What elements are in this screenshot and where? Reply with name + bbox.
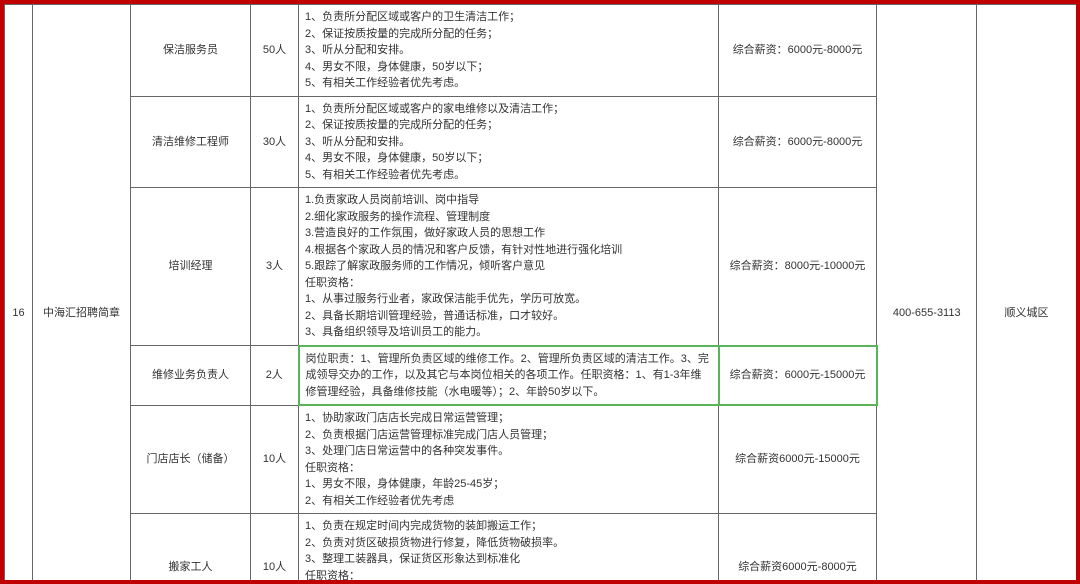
position-cell: 保洁服务员	[131, 5, 251, 97]
location-cell: 顺义城区	[977, 5, 1077, 584]
description-line: 1、从事过服务行业者，家政保洁能手优先，学历可放宽。	[305, 291, 712, 308]
description-line: 任职资格：	[305, 568, 712, 584]
description-line: 4.根据各个家政人员的情况和客户反馈，有针对性地进行强化培训	[305, 242, 712, 259]
description-line: 5.跟踪了解家政服务师的工作情况，倾听客户意见	[305, 258, 712, 275]
description-cell: 岗位职责：1、管理所负责区域的维修工作。2、管理所负责区域的清洁工作。3、完成领…	[299, 346, 719, 406]
description-line: 2、年龄50岁以下。	[509, 386, 604, 398]
description-line: 3.营造良好的工作氛围，做好家政人员的思想工作	[305, 225, 712, 242]
headcount-cell: 50人	[251, 5, 299, 97]
description-cell: 1、负责在规定时间内完成货物的装卸搬运工作；2、负责对货区破损货物进行修复，降低…	[299, 514, 719, 584]
position-cell: 清洁维修工程师	[131, 96, 251, 188]
position-cell: 搬家工人	[131, 514, 251, 584]
description-cell: 1、协助家政门店店长完成日常运营管理；2、负责根据门店运营管理标准完成门店人员管…	[299, 405, 719, 514]
description-line: 3、听从分配和安排。	[305, 134, 712, 151]
salary-cell: 综合薪资6000元-15000元	[719, 405, 877, 514]
description-line: 2、有相关工作经验者优先考虑	[305, 493, 712, 510]
description-line: 1、男女不限，身体健康，年龄25-45岁；	[305, 476, 712, 493]
salary-cell: 综合薪资：6000元-8000元	[719, 96, 877, 188]
description-line: 2、保证按质按量的完成所分配的任务；	[305, 117, 712, 134]
description-line: 2、保证按质按量的完成所分配的任务；	[305, 26, 712, 43]
salary-cell: 综合薪资：6000元-15000元	[719, 346, 877, 406]
salary-cell: 综合薪资：6000元-8000元	[719, 5, 877, 97]
position-cell: 培训经理	[131, 188, 251, 346]
headcount-cell: 3人	[251, 188, 299, 346]
description-line: 1、负责所分配区域或客户的家电维修以及清洁工作；	[305, 101, 712, 118]
salary-cell: 综合薪资：8000元-10000元	[719, 188, 877, 346]
description-line: 3、听从分配和安排。	[305, 42, 712, 59]
recruitment-table: 16中海汇招聘简章保洁服务员50人1、负责所分配区域或客户的卫生清洁工作；2、保…	[4, 4, 1077, 584]
headcount-cell: 2人	[251, 346, 299, 406]
description-line: 3、具备组织领导及培训员工的能力。	[305, 324, 712, 341]
page-outer-frame: 16中海汇招聘简章保洁服务员50人1、负责所分配区域或客户的卫生清洁工作；2、保…	[0, 0, 1080, 584]
description-line: 任职资格：	[305, 275, 712, 292]
description-cell: 1、负责所分配区域或客户的家电维修以及清洁工作；2、保证按质按量的完成所分配的任…	[299, 96, 719, 188]
description-line: 2、具备长期培训管理经验，普通话标准，口才较好。	[305, 308, 712, 325]
company-name: 中海汇招聘简章	[33, 5, 131, 584]
headcount-cell: 30人	[251, 96, 299, 188]
description-line: 1、协助家政门店店长完成日常运营管理；	[305, 410, 712, 427]
position-cell: 门店店长（储备）	[131, 405, 251, 514]
description-cell: 1.负责家政人员岗前培训、岗中指导2.细化家政服务的操作流程、管理制度3.营造良…	[299, 188, 719, 346]
description-line: 任职资格：	[305, 460, 712, 477]
description-line: 2.细化家政服务的操作流程、管理制度	[305, 209, 712, 226]
description-line: 2、负责根据门店运营管理标准完成门店人员管理；	[305, 427, 712, 444]
row-index: 16	[5, 5, 33, 584]
phone-cell: 400-655-3113	[877, 5, 977, 584]
description-line: 5、有相关工作经验者优先考虑。	[305, 167, 712, 184]
headcount-cell: 10人	[251, 514, 299, 584]
position-cell: 维修业务负责人	[131, 346, 251, 406]
description-line: 任职资格：	[581, 369, 636, 381]
description-line: 岗位职责：	[306, 353, 361, 365]
description-cell: 1、负责所分配区域或客户的卫生清洁工作；2、保证按质按量的完成所分配的任务；3、…	[299, 5, 719, 97]
description-line: 3、整理工装器具，保证货区形象达到标准化	[305, 551, 712, 568]
description-line: 5、有相关工作经验者优先考虑。	[305, 75, 712, 92]
description-line: 4、男女不限，身体健康，50岁以下；	[305, 59, 712, 76]
description-line: 1、负责所分配区域或客户的卫生清洁工作；	[305, 9, 712, 26]
description-line: 1、管理所负责区域的维修工作。	[361, 353, 521, 365]
description-line: 3、处理门店日常运营中的各种突发事件。	[305, 443, 712, 460]
description-line: 2、管理所负责区域的清洁工作。	[521, 353, 681, 365]
headcount-cell: 10人	[251, 405, 299, 514]
description-line: 1、负责在规定时间内完成货物的装卸搬运工作；	[305, 518, 712, 535]
description-line: 4、男女不限，身体健康，50岁以下；	[305, 150, 712, 167]
salary-cell: 综合薪资6000元-8000元	[719, 514, 877, 584]
description-line: 1.负责家政人员岗前培训、岗中指导	[305, 192, 712, 209]
description-line: 2、负责对货区破损货物进行修复，降低货物破损率。	[305, 535, 712, 552]
